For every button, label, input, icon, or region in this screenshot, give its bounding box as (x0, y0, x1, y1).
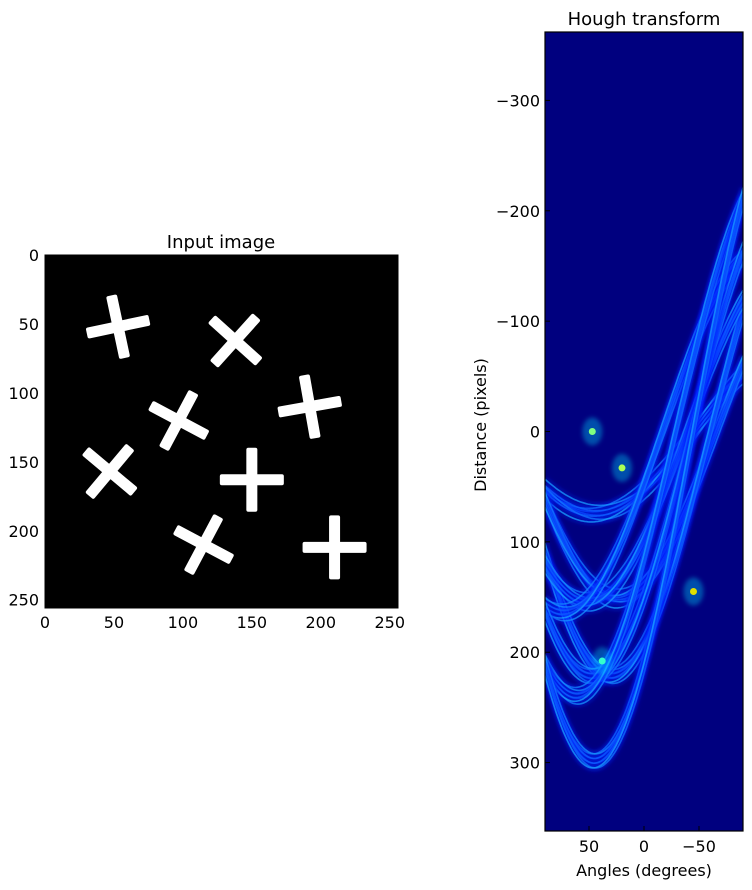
hough-peak (588, 428, 596, 435)
cross-shape (302, 515, 367, 580)
input-y-tick-label: 0 (29, 246, 39, 265)
cross-shape (86, 294, 151, 359)
hough-y-tick-label: 300 (509, 754, 540, 773)
cross-shape (208, 313, 262, 368)
input-image-crosses (82, 294, 367, 580)
hough-y-tick-label: 0 (530, 423, 540, 442)
hough-y-tick-label: −100 (496, 312, 540, 331)
hough-curve (545, 190, 743, 703)
cross-shape (219, 447, 284, 512)
cross-shape (277, 374, 342, 439)
cross-shape (148, 390, 209, 451)
hough-y-tick-label: 200 (509, 643, 540, 662)
hough-peak (618, 464, 626, 472)
cross-shape (82, 444, 138, 499)
hough-curves (545, 186, 743, 771)
hough-peak (690, 588, 697, 596)
hough-curve (545, 187, 743, 769)
hough-y-axis: −300 −200 −100 0 100 200 300 (496, 91, 550, 773)
hough-x-axis: 50 0 −50 (579, 826, 716, 856)
input-y-tick-label: 150 (8, 453, 39, 472)
input-x-tick-label: 250 (374, 613, 405, 632)
hough-y-axis-label: Distance (pixels) (471, 358, 490, 492)
hough-y-tick-label: −300 (496, 91, 540, 110)
hough-x-tick-label: 0 (639, 837, 649, 856)
hough-y-tick-label: 100 (509, 533, 540, 552)
hough-x-tick-label: −50 (682, 837, 716, 856)
input-x-axis: 0 50 100 150 200 250 (40, 603, 405, 632)
input-y-tick-label: 50 (19, 315, 39, 334)
hough-x-tick-label: 50 (579, 837, 599, 856)
input-image-panel: Input image 0 50 100 150 200 250 0 50 100 150 200… (8, 232, 405, 632)
input-y-tick-label: 100 (8, 384, 39, 403)
input-x-tick-label: 50 (104, 613, 124, 632)
input-y-tick-label: 250 (8, 591, 39, 610)
input-x-tick-label: 100 (168, 613, 199, 632)
input-image-frame (44, 254, 399, 609)
hough-x-axis-label: Angles (degrees) (576, 861, 712, 880)
cross-shape (173, 514, 234, 575)
input-image-title: Input image (167, 232, 275, 253)
input-x-tick-label: 150 (237, 613, 268, 632)
hough-title: Hough transform (568, 9, 721, 30)
hough-peak (598, 657, 606, 665)
input-y-axis: 0 50 100 150 200 250 (8, 246, 50, 610)
hough-peaks (582, 417, 704, 676)
input-x-tick-label: 200 (306, 613, 337, 632)
hough-panel: Hough transform 50 0 −50 −300 −200 −100 0 100 2… (471, 9, 744, 880)
input-y-tick-label: 200 (8, 522, 39, 541)
hough-y-tick-label: −200 (496, 202, 540, 221)
input-x-tick-label: 0 (40, 613, 50, 632)
